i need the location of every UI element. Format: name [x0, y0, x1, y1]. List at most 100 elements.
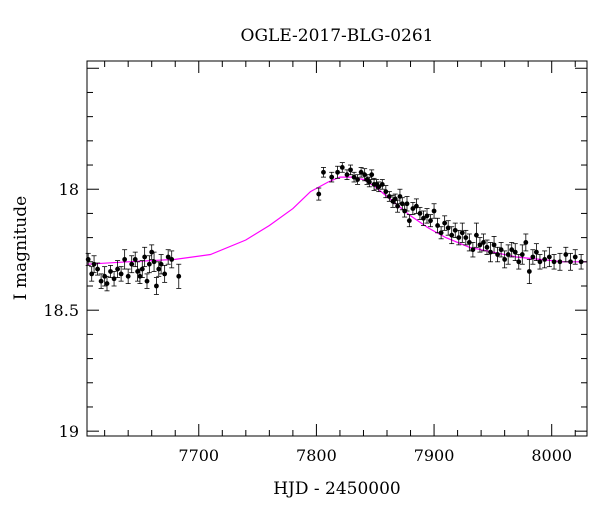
- data-point: [449, 226, 455, 245]
- data-point: [95, 262, 101, 276]
- data-marker: [162, 271, 168, 277]
- data-marker: [526, 269, 532, 274]
- data-marker: [498, 247, 504, 253]
- data-marker: [329, 174, 335, 180]
- data-marker: [358, 169, 364, 175]
- data-point: [320, 167, 326, 178]
- data-marker: [551, 259, 557, 265]
- data-point: [470, 242, 476, 258]
- data-marker: [542, 256, 548, 262]
- data-point: [480, 233, 486, 252]
- data-marker: [344, 172, 350, 178]
- data-marker: [132, 256, 138, 262]
- data-point: [89, 266, 95, 282]
- data-marker: [452, 227, 458, 233]
- data-point: [125, 268, 131, 284]
- data-point: [568, 252, 574, 271]
- chart-title: OGLE-2017-BLG-0261: [241, 26, 434, 46]
- data-marker: [135, 269, 140, 274]
- data-point: [495, 246, 501, 263]
- data-marker: [115, 266, 120, 272]
- x-tick-label: 7800: [296, 446, 337, 465]
- data-point: [473, 222, 479, 248]
- data-marker: [563, 252, 569, 257]
- data-marker: [348, 167, 353, 173]
- data-point: [537, 254, 543, 270]
- data-marker: [505, 252, 511, 257]
- data-marker: [165, 254, 171, 260]
- data-marker: [568, 259, 573, 265]
- data-marker: [481, 240, 486, 245]
- data-marker: [410, 206, 416, 211]
- data-point: [410, 202, 416, 216]
- data-marker: [414, 203, 419, 209]
- data-point: [533, 243, 539, 261]
- data-marker: [512, 249, 518, 255]
- data-marker: [151, 259, 157, 265]
- data-marker: [397, 194, 403, 199]
- data-marker: [442, 220, 448, 226]
- data-point: [122, 249, 128, 270]
- data-marker: [156, 266, 162, 272]
- data-marker: [438, 230, 444, 236]
- data-marker: [445, 225, 451, 231]
- data-marker: [85, 256, 91, 262]
- data-point: [428, 214, 434, 228]
- data-marker: [366, 179, 372, 185]
- data-marker: [104, 281, 110, 286]
- data-point: [477, 237, 483, 253]
- data-marker: [118, 271, 124, 277]
- data-point: [406, 214, 412, 228]
- data-marker: [142, 254, 148, 260]
- data-marker: [158, 261, 164, 267]
- data-point: [431, 203, 437, 219]
- data-point: [132, 251, 138, 268]
- data-point: [165, 249, 171, 265]
- data-point: [557, 252, 563, 271]
- data-marker: [530, 254, 536, 260]
- y-tick-label: 18: [59, 180, 79, 199]
- data-marker: [435, 223, 440, 228]
- data-marker: [516, 259, 522, 265]
- data-point: [519, 244, 525, 265]
- data-marker: [376, 184, 382, 190]
- data-marker: [474, 232, 479, 238]
- data-point: [115, 260, 121, 278]
- x-tick-label: 7700: [178, 446, 219, 465]
- data-point: [329, 171, 335, 183]
- data-marker: [421, 215, 426, 221]
- data-marker: [146, 261, 152, 267]
- data-marker: [169, 256, 175, 262]
- data-point: [151, 251, 157, 272]
- data-marker: [137, 273, 143, 279]
- y-tick-label: 18.5: [43, 301, 79, 320]
- data-point: [316, 187, 322, 201]
- data-marker: [463, 235, 469, 241]
- data-point: [542, 250, 548, 269]
- data-marker: [154, 283, 159, 289]
- data-point: [139, 260, 145, 278]
- data-marker: [491, 242, 497, 248]
- data-point: [523, 233, 529, 252]
- data-point: [551, 254, 557, 270]
- data-point: [169, 250, 175, 269]
- data-point: [502, 250, 508, 269]
- data-marker: [406, 218, 412, 224]
- x-axis-label: HJD - 2450000: [273, 479, 401, 499]
- data-point: [104, 275, 110, 292]
- data-point: [452, 222, 458, 239]
- data-marker: [509, 247, 515, 253]
- data-marker: [428, 218, 433, 224]
- data-point: [162, 265, 168, 283]
- data-marker: [417, 211, 423, 216]
- data-marker: [470, 247, 476, 253]
- data-marker: [404, 201, 410, 207]
- data-marker: [129, 261, 135, 267]
- data-point: [373, 179, 379, 190]
- data-point: [358, 167, 364, 178]
- data-marker: [91, 261, 97, 267]
- data-marker: [495, 252, 500, 257]
- data-marker: [399, 201, 405, 207]
- data-marker: [139, 266, 145, 272]
- data-point: [572, 249, 578, 265]
